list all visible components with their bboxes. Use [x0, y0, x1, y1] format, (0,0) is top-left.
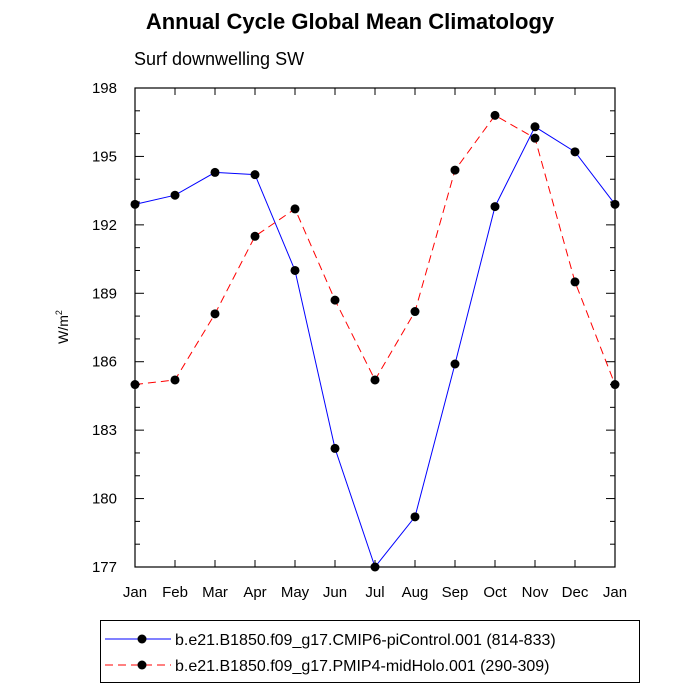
x-tick-label: Sep [442, 584, 469, 601]
x-tick-label: Nov [522, 584, 549, 601]
y-tick-label: 183 [92, 422, 117, 439]
y-tick-label: 192 [92, 217, 117, 234]
legend-item-1: b.e21.B1850.f09_g17.CMIP6-piControl.001 … [105, 632, 556, 649]
series-line-1 [134, 126, 616, 569]
legend-label-2: b.e21.B1850.f09_g17.PMIP4-midHolo.001 (2… [175, 658, 549, 675]
series-2-point [490, 110, 500, 120]
y-axis-label-superscript: 2 [54, 310, 64, 315]
legend-label-1: b.e21.B1850.f09_g17.CMIP6-piControl.001 … [175, 632, 556, 649]
axis-labels: Jan Feb Mar Apr May Jun Jul Aug Sep Oct Nov Dec Jan 1… [92, 80, 627, 601]
series-2-point [210, 309, 220, 319]
series-2-point [170, 375, 180, 385]
y-tick-label: 189 [92, 285, 117, 302]
x-tick-label: Jan [123, 584, 147, 601]
axis-ticks [134, 87, 616, 568]
chart-title: Annual Cycle Global Mean Climatology [145, 9, 555, 34]
legend-swatch-marker-2 [137, 660, 147, 670]
series-1-point [410, 512, 420, 522]
x-tick-label: Dec [562, 584, 589, 601]
series-2-point [370, 375, 380, 385]
series-2-point [330, 295, 340, 305]
series-2-point [250, 231, 260, 241]
legend-item-2: b.e21.B1850.f09_g17.PMIP4-midHolo.001 (2… [105, 658, 549, 675]
series-2-point [570, 277, 580, 287]
x-tick-label: Mar [202, 584, 228, 601]
series-lines [134, 114, 616, 569]
y-tick-label: 177 [92, 559, 117, 576]
x-tick-label: Aug [402, 584, 429, 601]
x-tick-label: Jul [365, 584, 384, 601]
series-2-point [450, 165, 460, 175]
y-tick-label: 198 [92, 80, 117, 97]
series-1-point [290, 265, 300, 275]
x-tick-label: Feb [162, 584, 188, 601]
series-1-point [210, 167, 220, 177]
y-tick-label: 180 [92, 491, 117, 508]
series-1-point [490, 202, 500, 212]
chart-subtitle: Surf downwelling SW [134, 49, 305, 69]
series-1-point [250, 170, 260, 180]
legend-swatch-marker-1 [137, 634, 147, 644]
legend-graphics: b.e21.B1850.f09_g17.CMIP6-piControl.001 … [105, 632, 556, 675]
series-1-point [450, 359, 460, 369]
y-axis-label-text: W/m [55, 315, 71, 344]
series-2-point [290, 204, 300, 214]
series-1-point [530, 122, 540, 132]
series-line-2 [134, 114, 616, 386]
legend: b.e21.B1850.f09_g17.CMIP6-piControl.001 … [100, 620, 640, 683]
x-tick-label: Jan [603, 584, 627, 601]
series-2-point [410, 307, 420, 317]
y-axis-label: W/m2 [54, 310, 71, 344]
x-tick-label: Apr [243, 584, 266, 601]
series-2-point [530, 133, 540, 143]
x-tick-label: Oct [483, 584, 507, 601]
series-1-point [570, 147, 580, 157]
plot-frame [134, 87, 616, 568]
x-tick-label: Jun [323, 584, 347, 601]
series-1-point [330, 443, 340, 453]
y-tick-label: 186 [92, 354, 117, 371]
y-tick-label: 195 [92, 148, 117, 165]
x-tick-label: May [281, 584, 310, 601]
series-1-point [170, 190, 180, 200]
